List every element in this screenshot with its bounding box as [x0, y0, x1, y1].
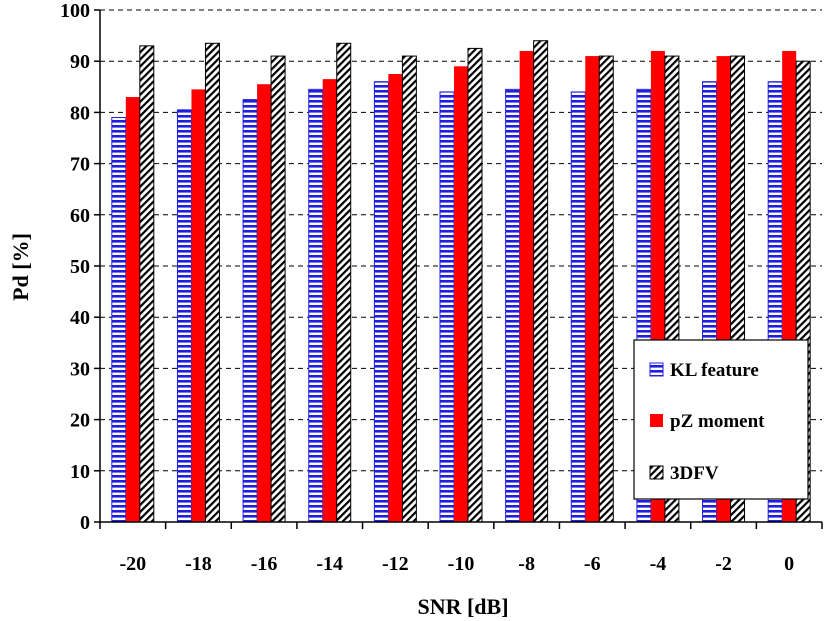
bar-pz-moment — [257, 84, 272, 523]
y-tick-label: 40 — [70, 307, 90, 329]
x-tick-label: -4 — [650, 553, 667, 575]
bar-kl-feature — [111, 117, 127, 523]
bar-kl-feature — [176, 109, 192, 523]
y-tick-label: 100 — [60, 0, 90, 22]
legend-swatch — [649, 465, 664, 480]
bar-3dfv — [598, 55, 614, 523]
x-tick-label: -6 — [584, 553, 601, 575]
bar-3dfv — [204, 42, 220, 523]
x-tick-label: -10 — [448, 553, 475, 575]
bar-3dfv — [467, 47, 483, 523]
y-tick-label: 20 — [70, 410, 90, 432]
y-tick-label: 0 — [80, 512, 90, 534]
bar-pz-moment — [454, 66, 468, 522]
y-tick-label: 30 — [70, 358, 90, 380]
y-tick-label: 80 — [70, 102, 90, 124]
y-tick-label: 10 — [70, 461, 90, 483]
bar-pz-moment — [519, 50, 534, 523]
y-tick-label: 70 — [70, 154, 90, 176]
bar-3dfv — [401, 55, 417, 523]
axes — [94, 9, 823, 529]
bar-pz-moment — [322, 79, 337, 523]
bar-kl-feature — [308, 88, 324, 523]
legend-swatch — [650, 414, 663, 427]
y-tick-label: 90 — [70, 51, 90, 73]
x-tick-label: -12 — [382, 553, 409, 575]
bar-kl-feature — [242, 99, 258, 523]
bar-pz-moment — [388, 74, 403, 522]
bar-3dfv — [270, 55, 286, 523]
legend-swatch — [649, 362, 664, 377]
y-tick-label: 50 — [70, 256, 90, 278]
bar-kl-feature — [439, 91, 455, 523]
legend: KL feature pZ moment 3DFV — [633, 339, 809, 500]
bar-pz-moment — [125, 97, 140, 522]
bar-pz-moment — [191, 89, 206, 523]
x-tick-label: -20 — [119, 553, 146, 575]
bar-3dfv — [139, 45, 155, 523]
bar-kl-feature — [570, 91, 586, 523]
bar-3dfv — [336, 42, 352, 523]
legend-label: KL feature — [670, 360, 759, 381]
x-axis-title: SNR [dB] — [417, 594, 508, 619]
x-tick-label: -18 — [185, 553, 212, 575]
x-tick-label: -2 — [715, 553, 732, 575]
legend-label: 3DFV — [670, 463, 719, 484]
bar-kl-feature — [505, 88, 521, 523]
y-tick-label: 60 — [70, 205, 90, 227]
bar-pz-moment — [585, 56, 600, 523]
x-tick-label: -16 — [251, 553, 278, 575]
x-tick-label: -14 — [316, 553, 343, 575]
x-tick-label: -8 — [518, 553, 535, 575]
bar-3dfv — [533, 40, 549, 523]
x-tick-label: 0 — [784, 553, 794, 575]
legend-label: pZ moment — [670, 411, 765, 432]
y-axis-title: Pd [%] — [8, 233, 33, 301]
bar-kl-feature — [373, 81, 389, 523]
